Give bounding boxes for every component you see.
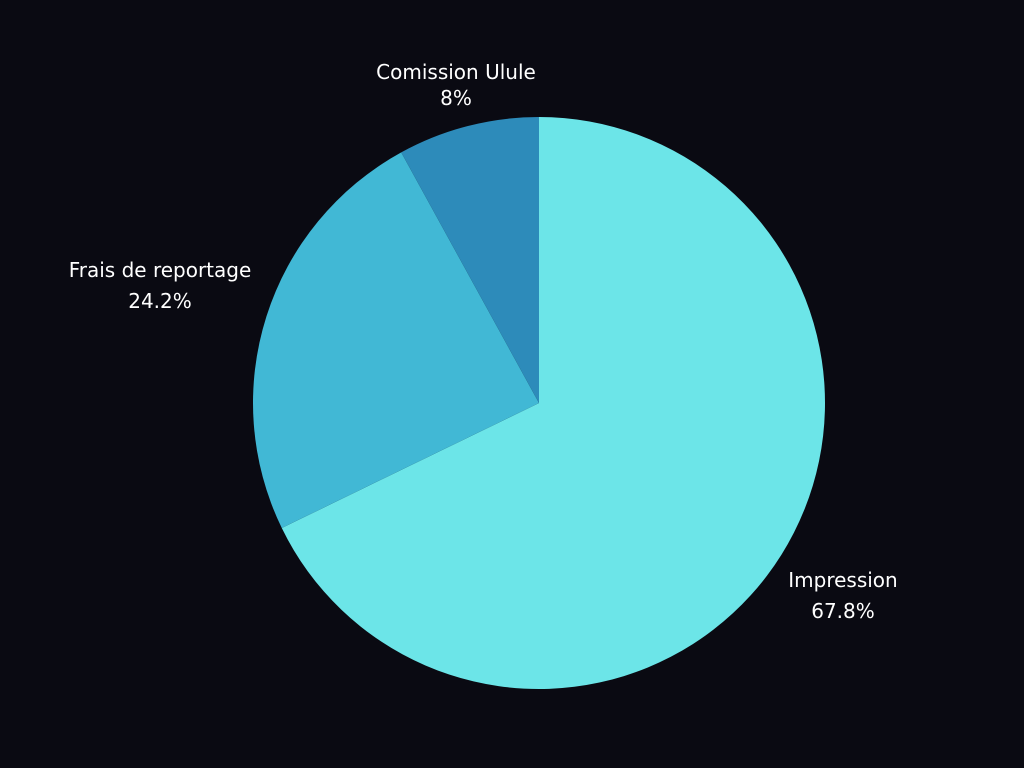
- slice-label-value: 24.2%: [128, 289, 192, 313]
- pie-slice-impression: [281, 117, 825, 689]
- slice-label-value: 67.8%: [811, 599, 875, 623]
- pie-slice-frais-de-reportage: [253, 152, 540, 529]
- slice-label-name: Comission Ulule: [376, 60, 536, 84]
- slice-label-value: 8%: [440, 86, 472, 110]
- slice-label-name: Frais de reportage: [69, 258, 252, 282]
- slice-label-name: Impression: [788, 568, 897, 592]
- pie-slices: [253, 117, 825, 689]
- pie-labels: Impression 67.8% Frais de reportage 24.2% Co…: [69, 60, 898, 623]
- pie-slice-comission-ulule: [401, 117, 539, 403]
